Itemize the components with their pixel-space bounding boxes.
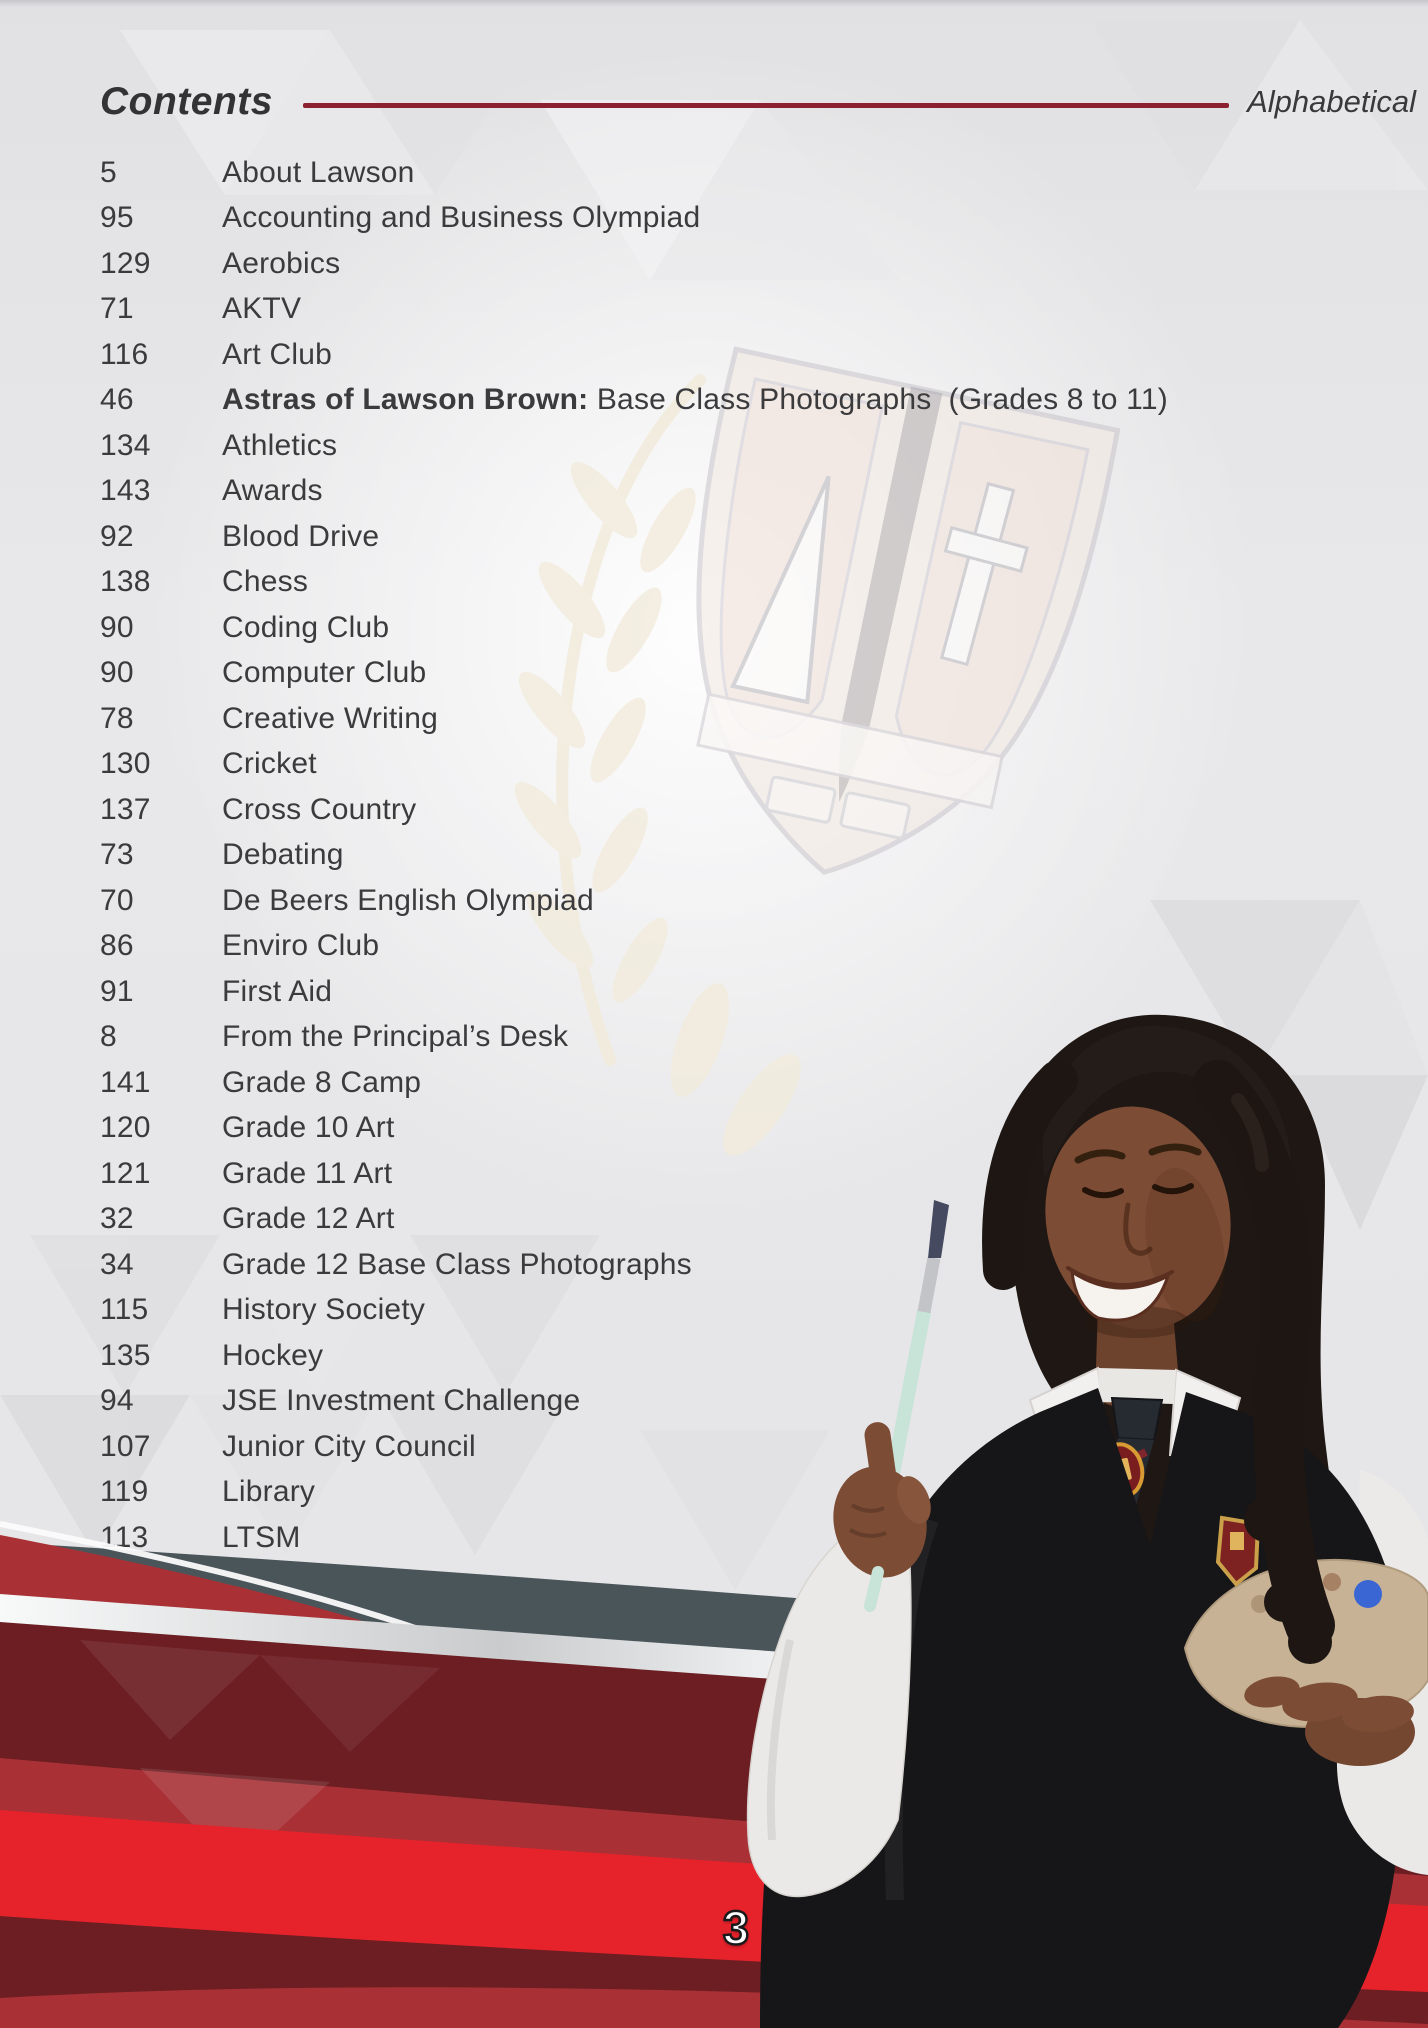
toc-page-number: 107 xyxy=(100,1429,151,1463)
tie xyxy=(1110,1396,1164,1442)
toc-page-number: 115 xyxy=(100,1293,149,1327)
page-number: 3 xyxy=(722,1900,751,1956)
toc-page-number: 86 xyxy=(100,929,134,963)
toc-page-number: 90 xyxy=(100,610,134,644)
toc-title: Library xyxy=(222,1475,316,1509)
toc-page-number: 92 xyxy=(100,519,134,553)
toc-title: Grade 12 Base Class Photographs xyxy=(222,1247,692,1281)
toc-page-number: 46 xyxy=(100,383,134,417)
toc-page-number: 71 xyxy=(100,292,134,326)
toc-page-number: 73 xyxy=(100,838,134,872)
toc-title: Junior City Council xyxy=(222,1429,476,1463)
toc-page-number: 32 xyxy=(100,1202,134,1236)
toc-row: 119 Library xyxy=(100,1470,1370,1516)
sort-mode-label: Alphabetical xyxy=(1247,84,1416,119)
toc-page-number: 34 xyxy=(100,1247,134,1281)
student-photo xyxy=(746,1014,1428,2028)
toc-page-number: 78 xyxy=(100,701,134,735)
hand xyxy=(833,1422,931,1578)
toc-page-number: 91 xyxy=(100,974,134,1008)
toc-row: 34 Grade 12 Base Class Photographs xyxy=(100,1242,1370,1288)
toc-row: 107 Junior City Council xyxy=(100,1424,1370,1470)
toc-page-number: 94 xyxy=(100,1384,134,1418)
toc-title: JSE Investment Challenge xyxy=(222,1384,581,1418)
toc-page-number: 119 xyxy=(100,1475,149,1509)
toc-page-number: 70 xyxy=(100,883,134,917)
toc-title: LTSM xyxy=(222,1520,301,1554)
toc-page-number: 8 xyxy=(100,1020,117,1054)
toc-page-number: 5 xyxy=(100,155,117,189)
toc-page-number: 135 xyxy=(100,1338,151,1372)
toc-title: History Society xyxy=(222,1293,426,1327)
toc-page-number: 95 xyxy=(100,201,134,235)
toc-row: 115 History Society xyxy=(100,1288,1370,1334)
toc-row: 94 JSE Investment Challenge xyxy=(100,1379,1370,1425)
smile xyxy=(1070,1268,1171,1322)
toc-row: 135 Hockey xyxy=(100,1333,1370,1379)
toc-page-number: 90 xyxy=(100,656,134,690)
top-edge-shade xyxy=(0,0,1428,7)
toc-title: Hockey xyxy=(222,1338,324,1372)
